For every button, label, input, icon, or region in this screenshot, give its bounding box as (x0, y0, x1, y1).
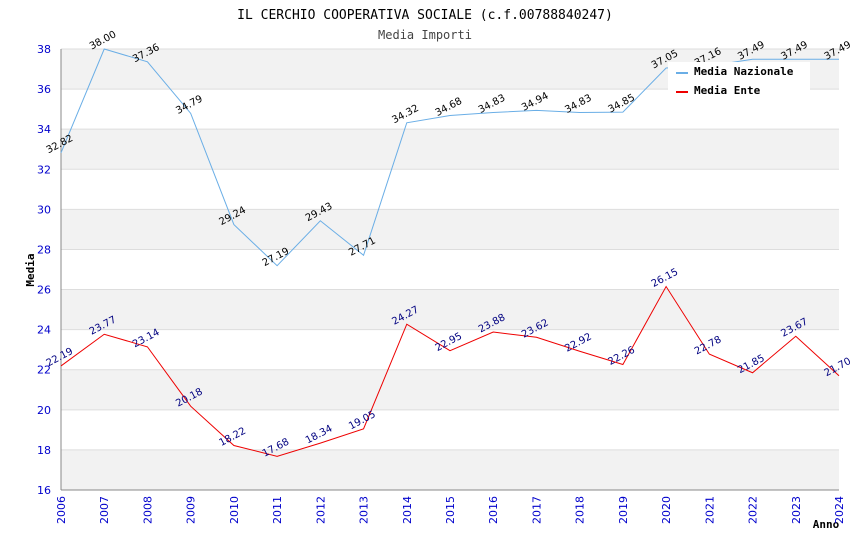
grid-band (61, 369, 839, 410)
y-tick-label: 24 (37, 324, 51, 337)
x-tick-label: 2013 (358, 496, 371, 524)
x-tick-label: 2012 (314, 496, 327, 524)
legend-label-media-nazionale: Media Nazionale (694, 65, 794, 78)
y-tick-label: 20 (37, 404, 51, 417)
y-tick-label: 38 (37, 43, 51, 56)
x-tick-label: 2020 (660, 496, 673, 524)
x-tick-label: 2023 (790, 496, 803, 524)
legend-box (668, 62, 810, 100)
x-tick-label: 2024 (833, 496, 846, 524)
x-tick-label: 2017 (530, 496, 543, 524)
series-line-media-ente (60, 285, 840, 457)
legend: Media Nazionale Media Ente (668, 62, 810, 100)
legend-label-media-ente: Media Ente (694, 84, 761, 97)
x-tick-label: 2007 (98, 496, 111, 524)
x-tick-label: 2019 (617, 496, 630, 524)
chart-subtitle: Media Importi (378, 28, 472, 42)
y-tick-label: 18 (37, 444, 51, 457)
y-axis-title: Media (24, 253, 37, 286)
y-tick-label: 34 (37, 123, 51, 136)
x-tick-label: 2006 (55, 496, 68, 524)
grid-band (61, 129, 839, 170)
grid-band (61, 289, 839, 330)
y-tick-label: 32 (37, 163, 51, 176)
x-tick-label: 2021 (703, 496, 716, 524)
x-tick-label: 2022 (747, 496, 760, 524)
grid-band (61, 409, 839, 450)
grid-band (61, 329, 839, 370)
x-tick-label: 2010 (228, 496, 241, 524)
x-tick-label: 2016 (487, 496, 500, 524)
x-tick-label: 2009 (185, 496, 198, 524)
x-tick-label: 2011 (271, 496, 284, 524)
y-tick-label: 28 (37, 243, 51, 256)
y-tick-label: 22 (37, 364, 51, 377)
grid-bands (61, 49, 839, 490)
x-tick-label: 2014 (401, 496, 414, 524)
y-tick-label: 16 (37, 484, 51, 497)
y-tick-label: 36 (37, 83, 51, 96)
x-tick-label: 2018 (574, 496, 587, 524)
grid-band (61, 209, 839, 250)
x-tick-label: 2008 (141, 496, 154, 524)
x-axis-title: Anno (813, 518, 840, 531)
grid-band (61, 169, 839, 210)
x-tick-labels: 2006 2007 2008 2009 2010 2011 2012 2013 2014 2015… (55, 496, 846, 524)
grid-band (61, 449, 839, 490)
y-tick-label: 30 (37, 203, 51, 216)
y-tick-labels: 16 18 20 22 24 26 28 30 32 34 36 38 (37, 43, 51, 497)
grid-band (61, 249, 839, 290)
y-tick-label: 26 (37, 284, 51, 297)
x-tick-label: 2015 (444, 496, 457, 524)
chart-title: IL CERCHIO COOPERATIVA SOCIALE (c.f.0078… (237, 8, 613, 23)
